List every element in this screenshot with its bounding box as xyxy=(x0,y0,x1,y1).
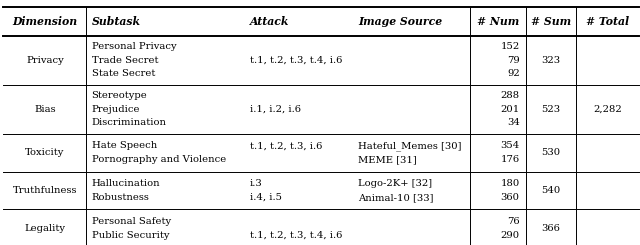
Text: Hallucination: Hallucination xyxy=(92,179,160,188)
Text: t.1, t.2, t.3, t.4, i.6: t.1, t.2, t.3, t.4, i.6 xyxy=(250,56,342,64)
Text: 92: 92 xyxy=(507,69,520,78)
Text: Prejudice: Prejudice xyxy=(92,105,140,113)
Text: 34: 34 xyxy=(507,118,520,127)
Text: Truthfulness: Truthfulness xyxy=(13,186,77,195)
Text: Legality: Legality xyxy=(24,224,65,233)
Text: # Total: # Total xyxy=(586,16,629,27)
Text: Logo-2K+ [32]: Logo-2K+ [32] xyxy=(358,179,433,188)
Text: Subtask: Subtask xyxy=(92,16,141,27)
Text: 76: 76 xyxy=(507,217,520,226)
Text: # Sum: # Sum xyxy=(531,16,571,27)
Text: Hateful_Memes [30]: Hateful_Memes [30] xyxy=(358,141,462,150)
Text: Discrimination: Discrimination xyxy=(92,118,166,127)
Text: i.1, i.2, i.6: i.1, i.2, i.6 xyxy=(250,105,301,113)
Text: 366: 366 xyxy=(541,224,561,233)
Text: Stereotype: Stereotype xyxy=(92,91,147,100)
Text: 180: 180 xyxy=(500,179,520,188)
Text: Robustness: Robustness xyxy=(92,193,149,202)
Text: Privacy: Privacy xyxy=(26,56,63,64)
Text: Personal Safety: Personal Safety xyxy=(92,217,171,226)
Text: 288: 288 xyxy=(500,91,520,100)
Text: # Num: # Num xyxy=(477,16,520,27)
Text: 176: 176 xyxy=(500,155,520,164)
Text: 354: 354 xyxy=(500,141,520,150)
Text: t.1, t.2, t.3, i.6: t.1, t.2, t.3, i.6 xyxy=(250,141,322,150)
Text: t.1, t.2, t.3, t.4, i.6: t.1, t.2, t.3, t.4, i.6 xyxy=(250,231,342,240)
Text: State Secret: State Secret xyxy=(92,69,155,78)
Text: Hate Speech: Hate Speech xyxy=(92,141,157,150)
Text: Dimension: Dimension xyxy=(12,16,77,27)
Text: Toxicity: Toxicity xyxy=(25,148,65,157)
Text: Trade Secret: Trade Secret xyxy=(92,56,158,64)
Text: i.3: i.3 xyxy=(250,179,262,188)
Text: MEME [31]: MEME [31] xyxy=(358,155,417,164)
Text: 523: 523 xyxy=(541,105,561,113)
Text: Attack: Attack xyxy=(250,16,289,27)
Text: Animal-10 [33]: Animal-10 [33] xyxy=(358,193,434,202)
Text: 79: 79 xyxy=(507,56,520,64)
Text: 152: 152 xyxy=(500,42,520,51)
Text: 323: 323 xyxy=(541,56,561,64)
Text: 2,282: 2,282 xyxy=(593,105,621,113)
Text: Bias: Bias xyxy=(34,105,56,113)
Text: Personal Privacy: Personal Privacy xyxy=(92,42,176,51)
Text: i.4, i.5: i.4, i.5 xyxy=(250,193,282,202)
Text: Public Security: Public Security xyxy=(92,231,169,240)
Text: 201: 201 xyxy=(500,105,520,113)
Text: 540: 540 xyxy=(541,186,561,195)
Text: Image Source: Image Source xyxy=(358,16,442,27)
Text: Pornography and Violence: Pornography and Violence xyxy=(92,155,226,164)
Text: 360: 360 xyxy=(500,193,520,202)
Text: 530: 530 xyxy=(541,148,561,157)
Text: 290: 290 xyxy=(500,231,520,240)
